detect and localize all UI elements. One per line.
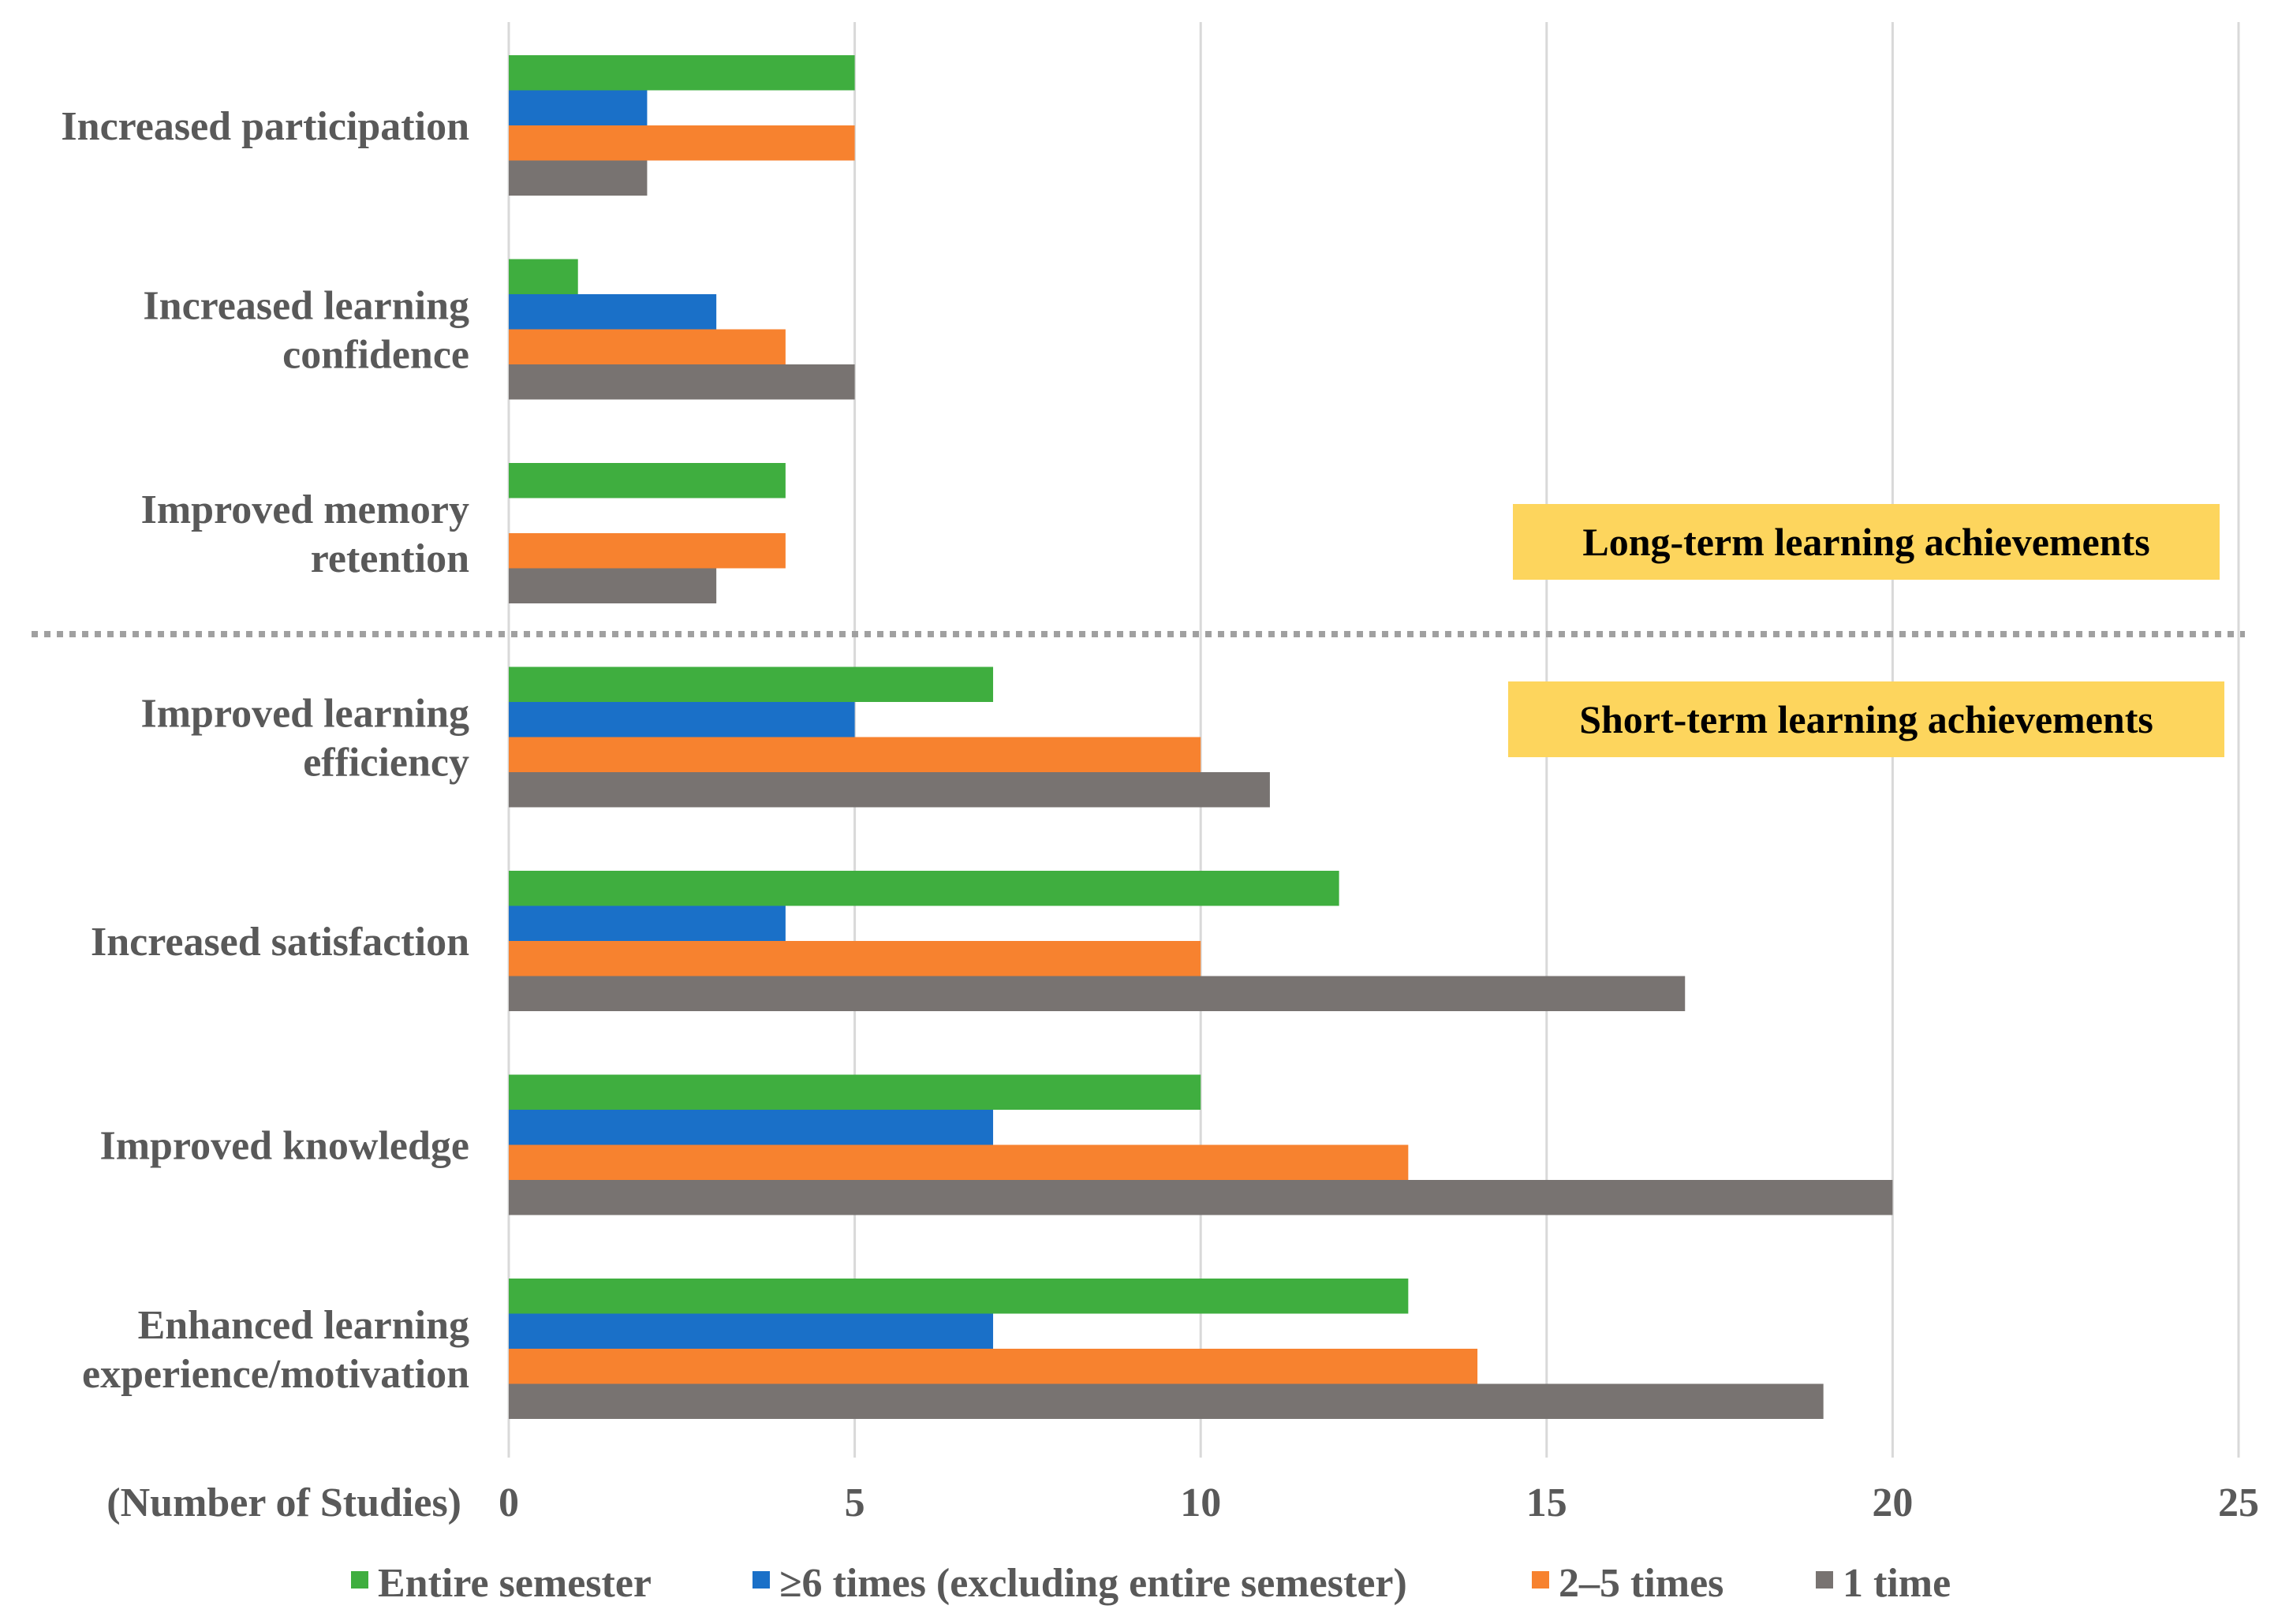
bar-5-2 — [509, 1144, 1409, 1180]
bar-2-3 — [509, 568, 717, 603]
legend-label-0: Entire semester — [378, 1561, 652, 1606]
bar-4-1 — [509, 905, 786, 941]
category-label-0-0: Increased participation — [61, 104, 469, 149]
legend-swatch-3 — [1816, 1571, 1833, 1589]
bar-3-3 — [509, 772, 1270, 808]
legend-swatch-2 — [1532, 1571, 1549, 1589]
bar-0-0 — [509, 55, 855, 91]
bar-2-2 — [509, 533, 786, 569]
bar-5-0 — [509, 1074, 1201, 1110]
bar-4-2 — [509, 941, 1201, 976]
bars — [509, 55, 1893, 1419]
bar-6-2 — [509, 1349, 1478, 1384]
x-axis-title: (Number of Studies) — [106, 1480, 461, 1525]
bar-1-2 — [509, 329, 786, 364]
category-label-2-1: retention — [311, 536, 469, 581]
bar-6-3 — [509, 1383, 1824, 1419]
short-term-annotation: Short-term learning achievements — [1508, 681, 2224, 757]
legend-swatch-0 — [351, 1571, 368, 1589]
legend-swatch-1 — [752, 1571, 770, 1589]
category-label-1-0: Increased learning — [143, 284, 469, 329]
bar-6-0 — [509, 1279, 1409, 1314]
bar-0-3 — [509, 160, 648, 196]
bar-4-0 — [509, 871, 1339, 906]
bar-2-0 — [509, 463, 786, 498]
bar-6-1 — [509, 1313, 994, 1349]
legend: Entire semester ≥6 times (excluding entir… — [351, 1561, 1951, 1606]
x-tick-5: 5 — [845, 1480, 865, 1525]
category-label-1-1: confidence — [282, 333, 469, 378]
bar-3-1 — [509, 702, 855, 737]
short-term-annotation-box — [1508, 681, 2224, 757]
legend-label-1: ≥6 times (excluding entire semester) — [779, 1561, 1407, 1606]
short-term-annotation-text: Short-term learning achievements — [1579, 697, 2153, 741]
category-labels: Increased participation Increased learnin… — [61, 104, 469, 1397]
legend-label-3: 1 time — [1843, 1561, 1951, 1606]
bar-1-3 — [509, 364, 855, 400]
category-label-3-0: Improved learning — [140, 692, 469, 737]
x-tick-15: 15 — [1526, 1480, 1567, 1525]
category-label-6-0: Enhanced learning — [138, 1303, 469, 1348]
bar-1-1 — [509, 294, 717, 330]
category-label-4-0: Increased satisfaction — [91, 920, 469, 965]
x-tick-labels: 0 5 10 15 20 25 — [499, 1480, 2259, 1525]
category-label-5-0: Improved knowledge — [99, 1124, 469, 1169]
x-tick-20: 20 — [1872, 1480, 1913, 1525]
bar-0-2 — [509, 125, 855, 161]
bar-5-1 — [509, 1110, 994, 1145]
legend-label-2: 2–5 times — [1559, 1561, 1723, 1606]
long-term-annotation-box — [1513, 504, 2220, 580]
category-label-3-1: efficiency — [303, 741, 469, 786]
bar-5-3 — [509, 1180, 1893, 1215]
bar-1-0 — [509, 259, 578, 294]
long-term-annotation: Long-term learning achievements — [1513, 504, 2220, 580]
category-label-2-0: Improved memory — [141, 487, 469, 532]
bar-3-2 — [509, 737, 1201, 772]
long-term-annotation-text: Long-term learning achievements — [1582, 520, 2149, 564]
x-tick-10: 10 — [1180, 1480, 1221, 1525]
bar-3-0 — [509, 666, 994, 702]
x-tick-25: 25 — [2218, 1480, 2259, 1525]
x-tick-0: 0 — [499, 1480, 519, 1525]
bar-0-1 — [509, 90, 648, 125]
bar-4-3 — [509, 976, 1686, 1011]
category-label-6-1: experience/motivation — [82, 1352, 469, 1397]
